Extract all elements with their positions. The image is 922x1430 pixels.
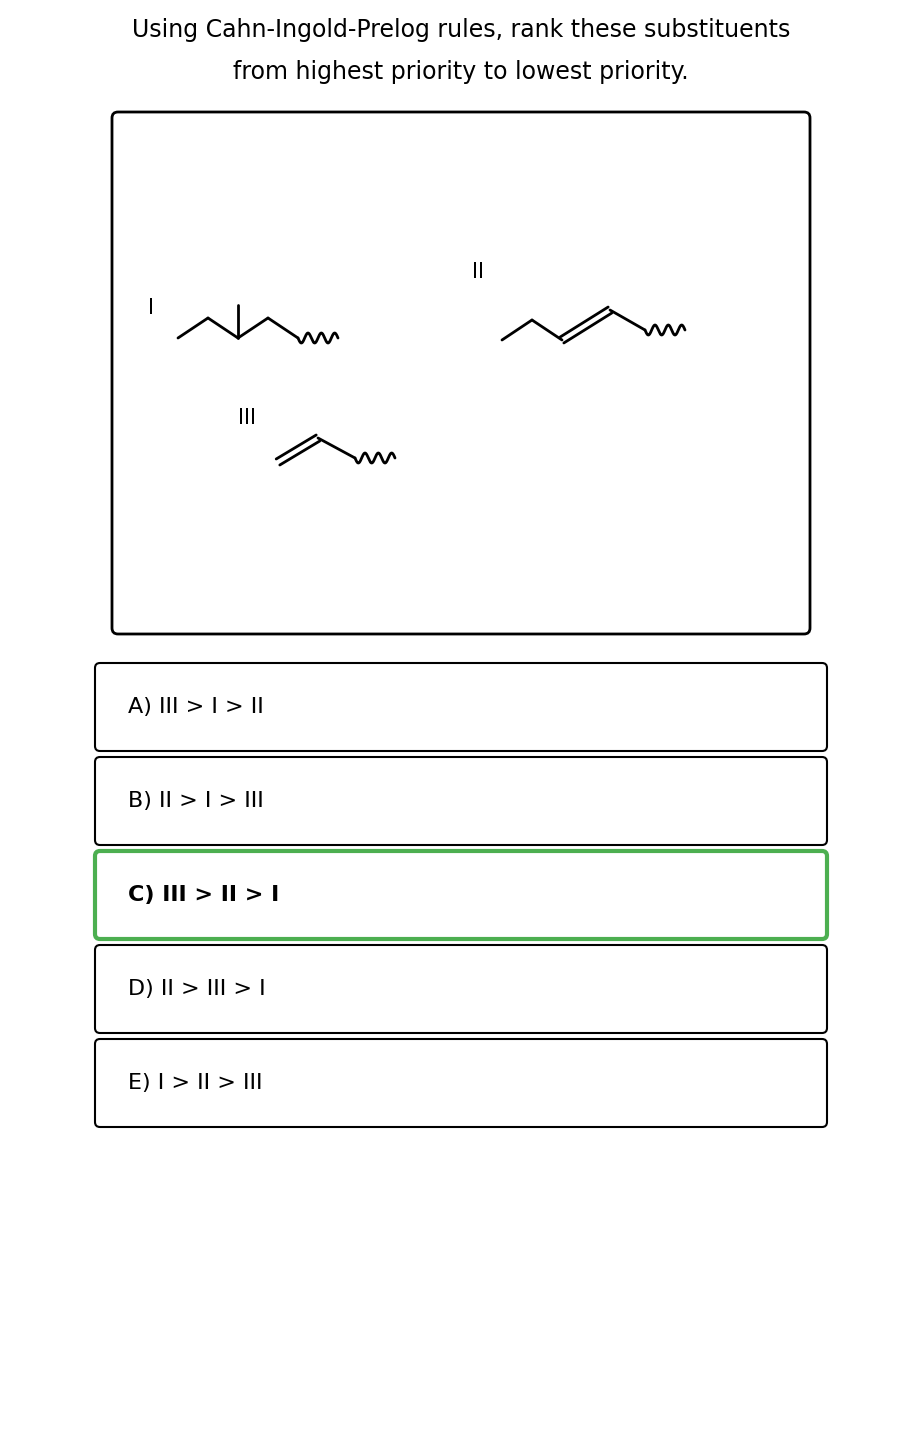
FancyBboxPatch shape [95,945,827,1032]
Text: A) III > I > II: A) III > I > II [128,696,264,716]
FancyBboxPatch shape [95,664,827,751]
FancyBboxPatch shape [95,756,827,845]
Text: D) II > III > I: D) II > III > I [128,980,266,1000]
Text: II: II [472,262,484,282]
Text: B) II > I > III: B) II > I > III [128,791,264,811]
FancyBboxPatch shape [95,1040,827,1127]
FancyBboxPatch shape [95,851,827,940]
Text: III: III [238,408,256,428]
FancyBboxPatch shape [112,112,810,633]
Text: Using Cahn-Ingold-Prelog rules, rank these substituents: Using Cahn-Ingold-Prelog rules, rank the… [132,19,790,41]
Text: E) I > II > III: E) I > II > III [128,1072,263,1093]
Text: I: I [148,297,154,317]
Text: C) III > II > I: C) III > II > I [128,885,279,905]
Text: from highest priority to lowest priority.: from highest priority to lowest priority… [233,60,689,84]
